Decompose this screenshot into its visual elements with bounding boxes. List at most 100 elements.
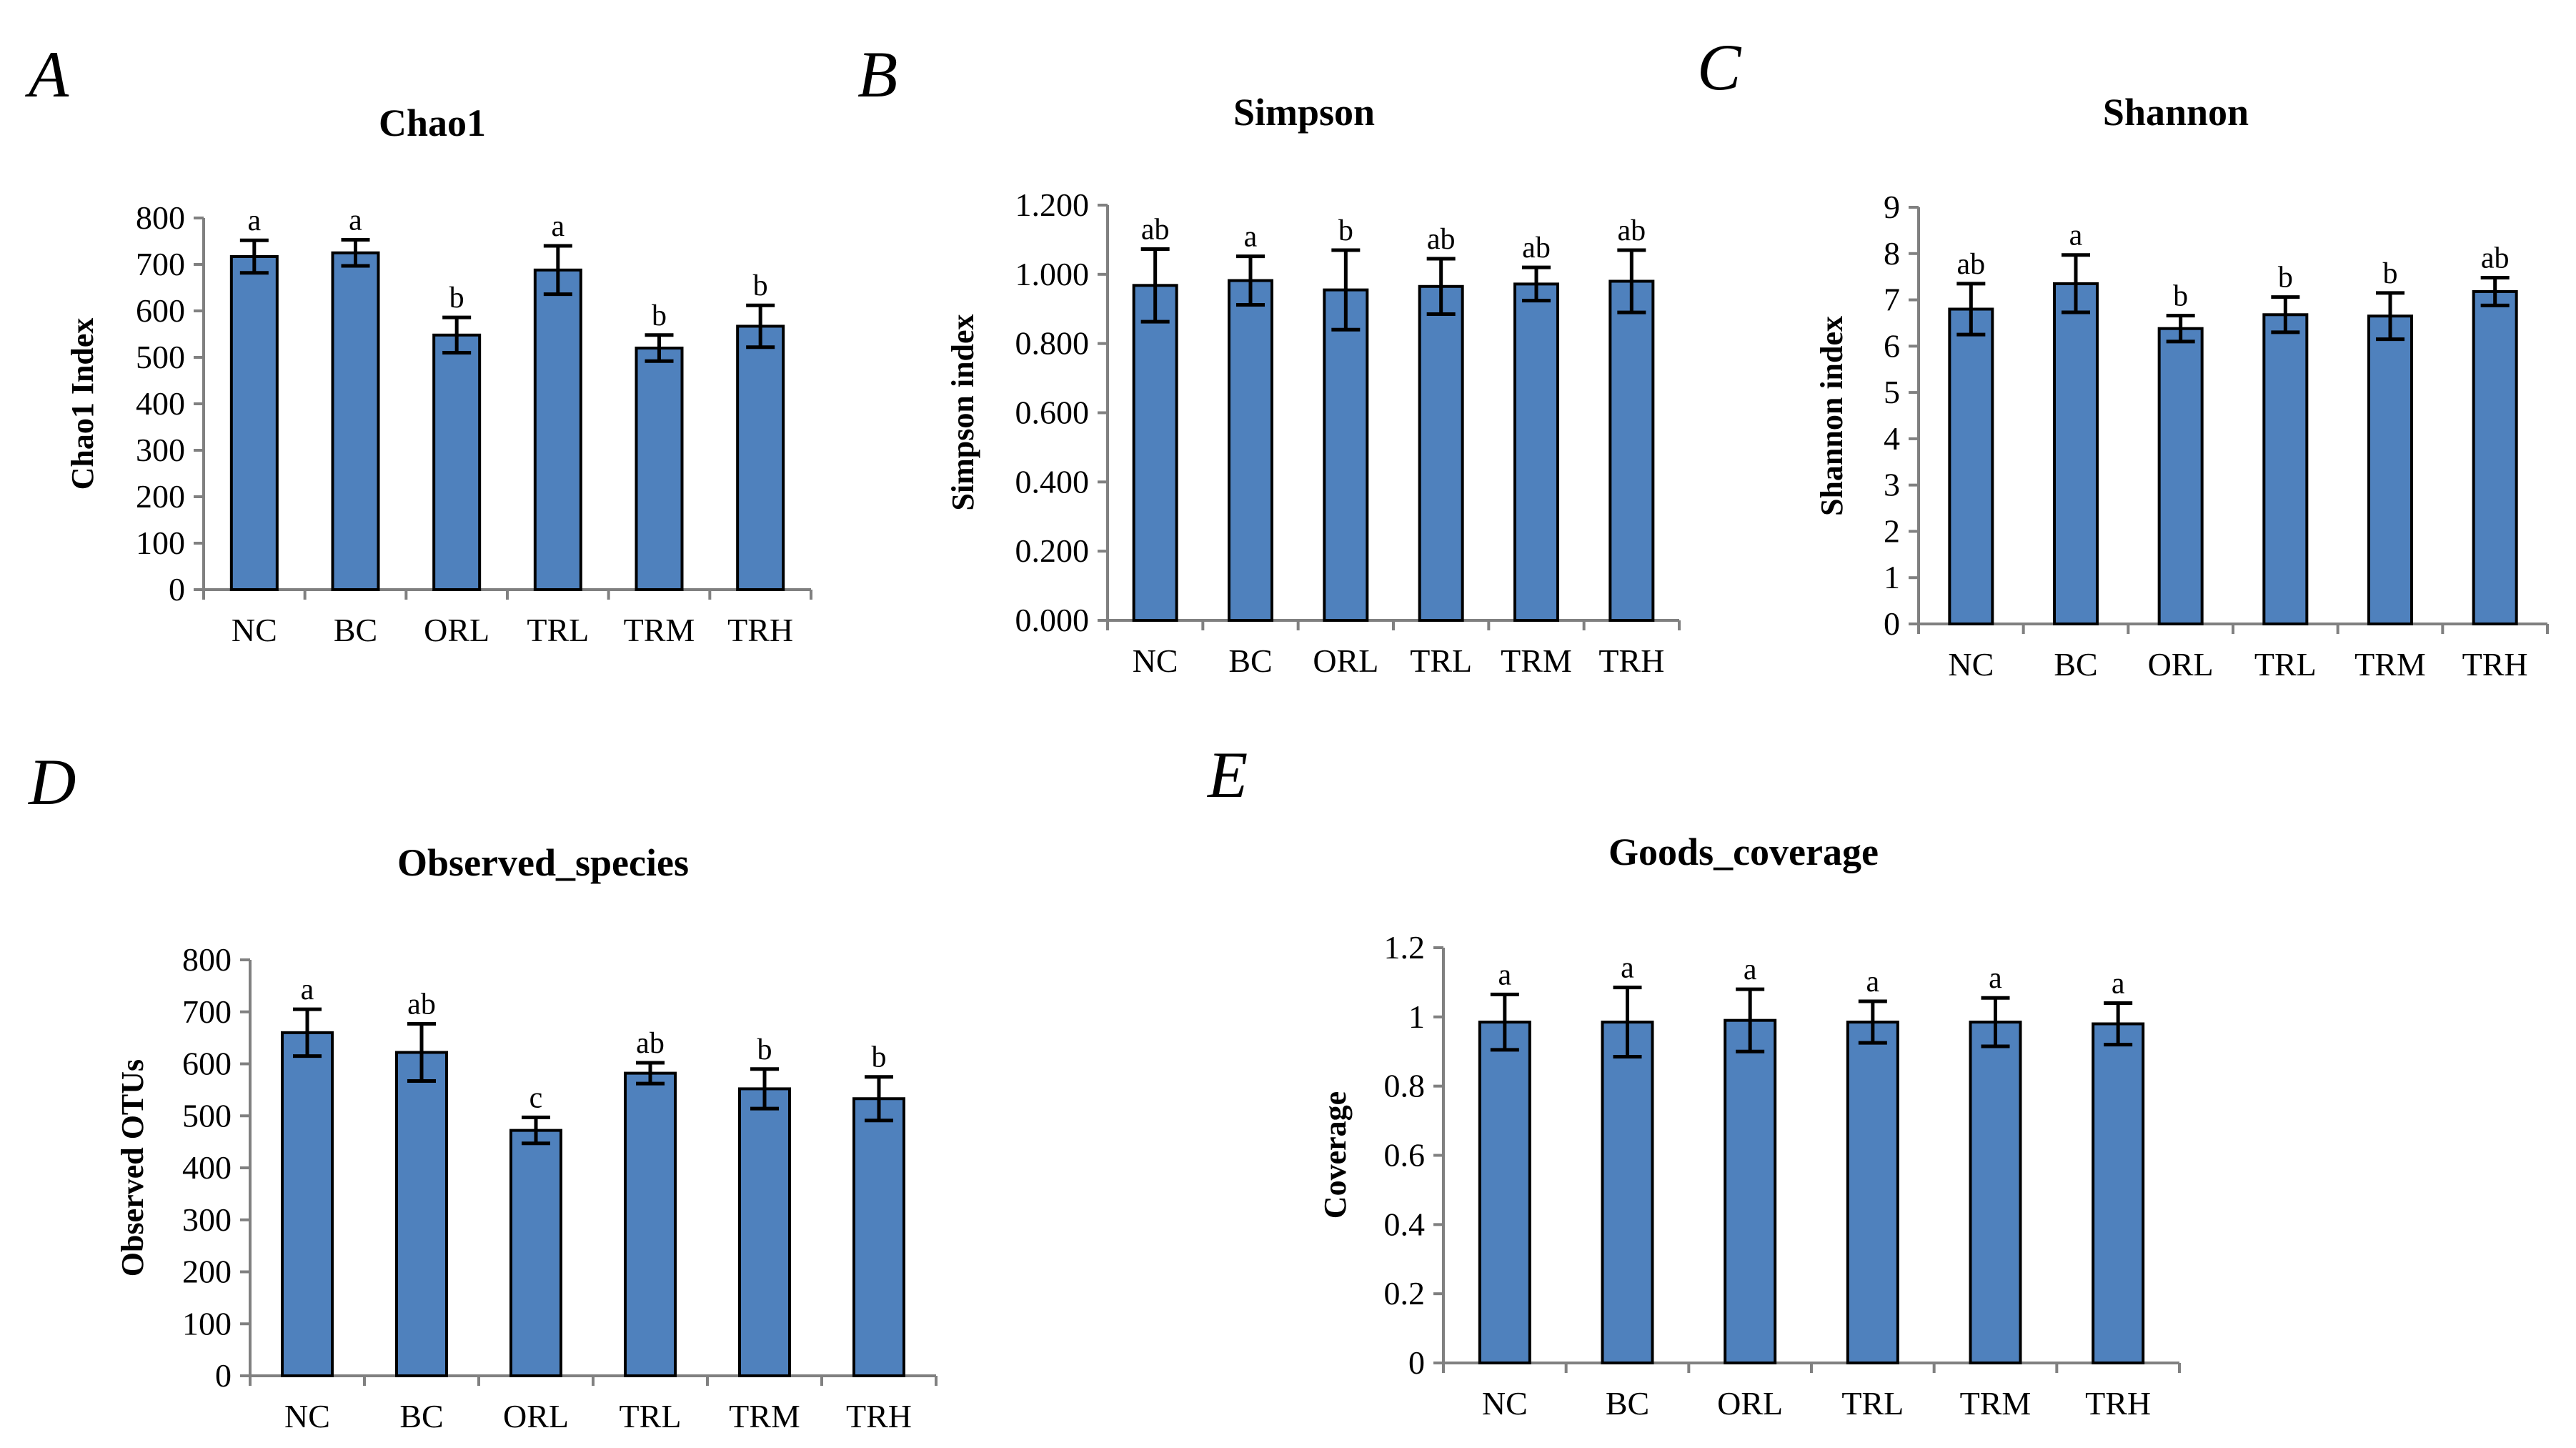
bar-a-bc [331, 251, 380, 591]
x-tick-label-d: TRM [729, 1398, 800, 1434]
significance-label-a: b [652, 299, 667, 332]
y-tick-label-d: 400 [182, 1149, 232, 1186]
significance-label-d: ab [407, 988, 436, 1021]
significance-label-d: b [757, 1033, 772, 1066]
x-tick-label-a: ORL [424, 612, 489, 648]
significance-label-e: a [1621, 952, 1634, 985]
x-tick-label-d: TRH [846, 1398, 912, 1434]
y-tick-label-a: 500 [136, 339, 185, 375]
chart-title-a: Chao1 [379, 101, 486, 144]
y-tick-label-e: 0.2 [1384, 1275, 1426, 1311]
y-tick-label-d: 100 [182, 1305, 232, 1342]
significance-label-c: b [2383, 257, 2398, 290]
bar-e-trm [1969, 1021, 2022, 1364]
significance-label-a: b [753, 269, 768, 302]
y-tick-label-d: 300 [182, 1201, 232, 1238]
significance-label-c: a [2069, 219, 2083, 252]
bar-b-trh [1608, 279, 1655, 622]
x-tick-label-e: TRM [1960, 1385, 2032, 1422]
bar-b-orl [1323, 288, 1369, 622]
y-tick-label-c: 0 [1884, 605, 1900, 642]
significance-label-e: a [1498, 958, 1512, 991]
significance-label-a: a [552, 210, 565, 243]
significance-label-e: a [1989, 962, 2002, 995]
x-tick-label-d: ORL [503, 1398, 569, 1434]
chart-title-e: Goods_coverage [1608, 830, 1879, 873]
y-tick-label-c: 4 [1884, 420, 1900, 457]
bar-c-orl [2157, 327, 2204, 625]
y-tick-label-e: 0.8 [1384, 1068, 1426, 1104]
x-tick-label-e: BC [1606, 1385, 1649, 1422]
x-tick-label-a: TRH [727, 612, 793, 648]
significance-label-b: ab [1141, 213, 1170, 246]
y-tick-label-c: 3 [1884, 467, 1900, 503]
x-tick-label-c: TRL [2254, 646, 2317, 683]
bar-e-trh [2092, 1022, 2145, 1365]
x-tick-label-a: NC [232, 612, 277, 648]
chart-panel-d: D Observed_species Observed OTUs 0 100 200 300… [27, 745, 938, 1434]
significance-label-e: a [2112, 967, 2125, 1000]
chart-panel-a: A Chao1 Chao1 Index 0 100 200 300 400 500 600 700 8… [24, 38, 812, 648]
significance-label-a: a [248, 204, 262, 237]
significance-label-e: a [1866, 966, 1880, 998]
y-tick-label-e: 1.2 [1384, 929, 1426, 966]
x-tick-label-a: TRL [527, 612, 589, 648]
chart-title-b: Simpson [1233, 91, 1375, 134]
bar-e-bc [1601, 1021, 1654, 1364]
y-tick-label-b: 0.200 [1015, 532, 1090, 569]
bar-d-nc [281, 1031, 334, 1377]
significance-label-e: a [1744, 953, 1757, 986]
x-tick-label-c: TRH [2462, 646, 2528, 683]
y-axis-label-e: Coverage [1318, 1091, 1353, 1219]
bar-d-trl [624, 1071, 677, 1377]
bar-d-bc [395, 1051, 448, 1377]
y-tick-label-e: 0.6 [1384, 1137, 1426, 1174]
bar-a-trm [635, 347, 684, 591]
panel-letter-e: E [1206, 738, 1248, 811]
x-tick-label-a: TRM [624, 612, 695, 648]
y-tick-label-d: 700 [182, 993, 232, 1030]
x-tick-label-b: BC [1228, 643, 1272, 679]
y-tick-label-e: 0.4 [1384, 1206, 1426, 1242]
x-tick-label-c: ORL [2148, 646, 2214, 683]
bar-b-trm [1513, 282, 1559, 622]
x-tick-label-e: ORL [1717, 1385, 1783, 1422]
y-tick-label-b: 1.200 [1015, 187, 1090, 223]
bar-c-bc [2053, 282, 2099, 625]
x-tick-label-e: NC [1482, 1385, 1528, 1422]
significance-label-b: ab [1427, 223, 1456, 256]
bar-a-trh [736, 324, 785, 591]
y-axis-label-a: Chao1 Index [65, 318, 100, 490]
x-tick-label-e: TRH [2085, 1385, 2151, 1422]
y-tick-label-c: 1 [1884, 559, 1900, 595]
bar-a-trl [533, 268, 582, 591]
y-tick-label-b: 0.800 [1015, 325, 1090, 362]
significance-label-b: ab [1618, 214, 1646, 247]
y-tick-label-c: 9 [1884, 189, 1900, 225]
y-axis-label-d: Observed OTUs [115, 1059, 150, 1276]
bar-a-nc [229, 254, 279, 591]
y-tick-label-b: 0.600 [1015, 395, 1090, 431]
significance-label-d: c [529, 1081, 543, 1114]
bar-c-trh [2472, 289, 2518, 625]
significance-label-a: b [449, 282, 464, 314]
bar-a-orl [432, 333, 482, 591]
x-tick-label-b: TRM [1501, 643, 1572, 679]
significance-label-c: b [2173, 280, 2188, 313]
x-tick-label-b: TRH [1598, 643, 1664, 679]
y-tick-label-e: 1 [1408, 998, 1425, 1035]
y-tick-label-a: 700 [136, 246, 185, 282]
bar-c-nc [1948, 307, 1994, 625]
y-tick-label-a: 100 [136, 525, 185, 561]
y-tick-label-a: 300 [136, 432, 185, 468]
x-tick-label-d: NC [284, 1398, 330, 1434]
x-tick-label-d: TRL [620, 1398, 682, 1434]
chart-panel-e: E Goods_coverage Coverage 0 0.2 0.4 0.6 0.8 1 1.2… [1206, 738, 2181, 1422]
y-tick-label-a: 400 [136, 385, 185, 422]
significance-label-b: a [1244, 221, 1258, 254]
bar-b-bc [1228, 279, 1273, 622]
x-tick-label-c: TRM [2354, 646, 2426, 683]
bar-e-orl [1724, 1018, 1777, 1365]
significance-label-b: ab [1522, 232, 1551, 264]
significance-label-c: ab [2481, 242, 2510, 274]
